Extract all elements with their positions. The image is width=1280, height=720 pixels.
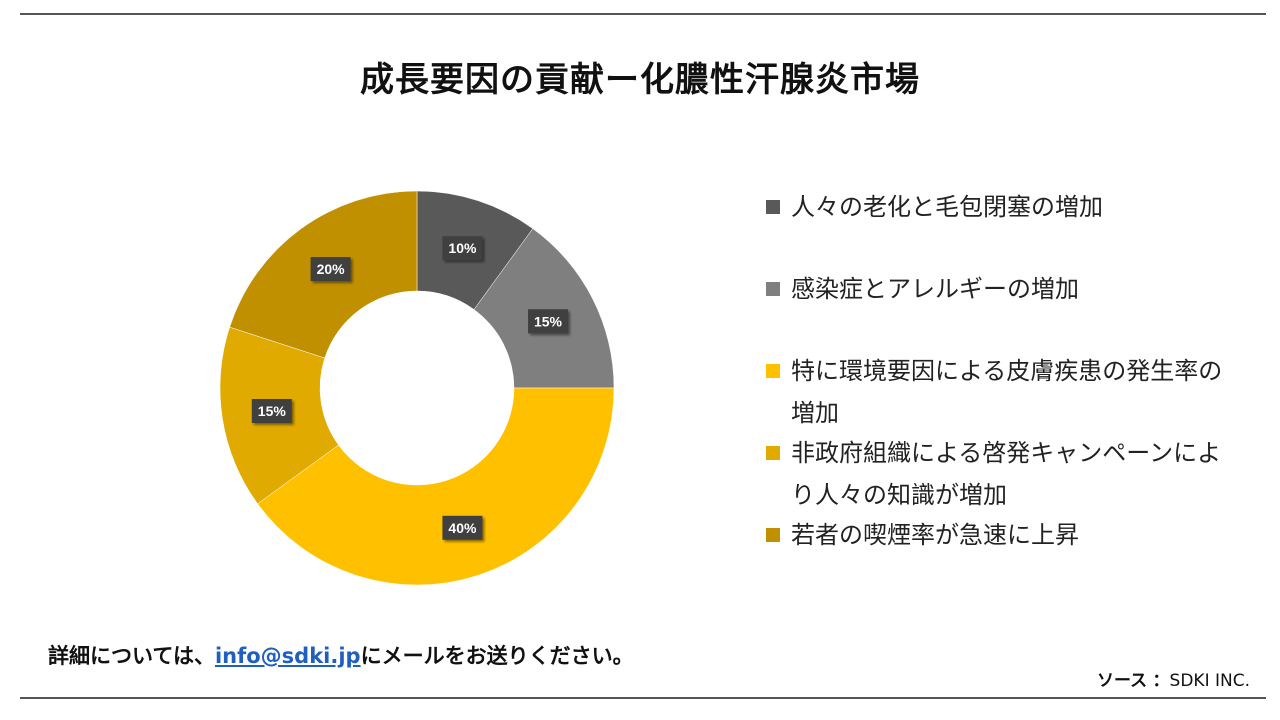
- legend-swatch: [766, 446, 780, 460]
- data-label-text: 40%: [448, 520, 477, 536]
- legend-label: 人々の老化と毛包閉塞の増加: [791, 193, 1103, 221]
- data-label-text: 15%: [258, 403, 287, 419]
- data-label-box: [310, 257, 351, 282]
- data-label-text: 15%: [534, 313, 563, 329]
- contact-prefix: 詳細については、: [48, 644, 215, 668]
- data-label: 40%: [442, 515, 483, 540]
- legend-item: 感染症とアレルギーの増加: [766, 268, 1246, 310]
- chart-title: 成長要因の貢献ー化膿性汗腺炎市場: [360, 60, 920, 100]
- legend-item: 人々の老化と毛包閉塞の増加: [766, 186, 1246, 228]
- data-label-text: 20%: [317, 261, 346, 277]
- legend-label: 非政府組織による啓発キャンペーンにより人々の知識が増加: [791, 439, 1222, 509]
- legend-label: 若者の喫煙率が急速に上昇: [791, 521, 1079, 549]
- source-value: SDKI INC.: [1169, 671, 1250, 691]
- legend-label: 感染症とアレルギーの増加: [791, 275, 1079, 303]
- source-label: ソース: [1096, 671, 1148, 691]
- contact-suffix: にメールをお送りください。: [360, 644, 634, 668]
- source-credit: ソース ：SDKI INC.: [1097, 666, 1250, 691]
- data-label: 20%: [310, 257, 351, 282]
- donut-chart: 10% 15% 40% 15% 20%: [219, 190, 615, 586]
- legend-swatch: [766, 364, 780, 378]
- legend-item: 若者の喫煙率が急速に上昇: [766, 514, 1246, 556]
- top-divider: [20, 13, 1266, 15]
- contact-note: 詳細については、info@sdki.jpにメールをお送りください。: [48, 640, 634, 670]
- data-label-box: [527, 309, 568, 334]
- legend-item: 非政府組織による啓発キャンペーンにより人々の知識が増加: [766, 432, 1246, 516]
- bottom-divider: [20, 697, 1266, 699]
- data-label-box: [251, 398, 292, 423]
- legend-swatch: [766, 282, 780, 296]
- data-label-box: [442, 515, 483, 540]
- data-label: 10%: [442, 236, 483, 261]
- data-label: 15%: [251, 398, 292, 423]
- data-label: 15%: [527, 309, 568, 334]
- email-link[interactable]: info@sdki.jp: [214, 644, 361, 668]
- legend-swatch: [766, 528, 780, 542]
- legend-swatch: [766, 200, 780, 214]
- source-separator: ：: [1152, 671, 1170, 691]
- donut-slice: [257, 387, 615, 586]
- data-label-box: [442, 236, 483, 261]
- legend-label: 特に環境要因による皮膚疾患の発生率の増加: [791, 357, 1223, 427]
- data-label-text: 10%: [448, 240, 477, 256]
- legend-item: 特に環境要因による皮膚疾患の発生率の増加: [766, 350, 1246, 434]
